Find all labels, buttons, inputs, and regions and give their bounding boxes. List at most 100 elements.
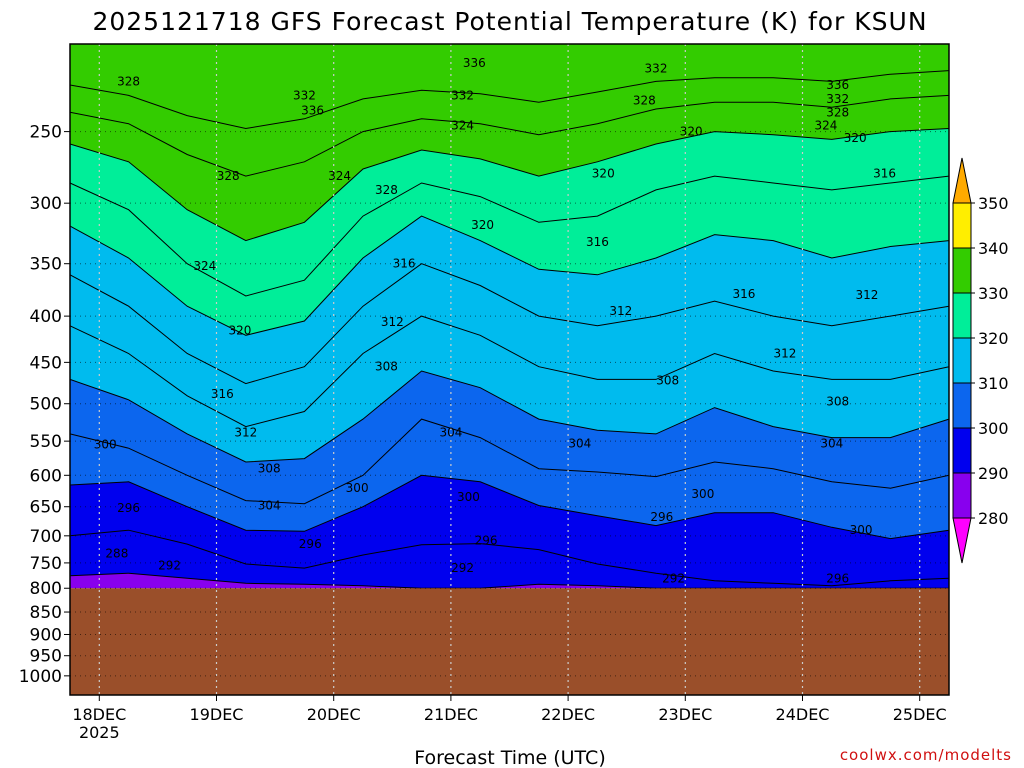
x-tick-label: 22DEC (541, 705, 595, 724)
contour-label: 316 (211, 387, 234, 401)
y-tick-label: 900 (30, 625, 62, 645)
contour-label: 304 (439, 425, 462, 439)
colorbar-label: 300 (978, 419, 1009, 438)
contour-label: 308 (258, 462, 281, 476)
colorbar-swatch (952, 247, 972, 294)
contour-label: 304 (568, 436, 591, 450)
colorbar-swatch (952, 202, 972, 249)
y-tick-label: 950 (30, 647, 62, 667)
contour-label: 312 (856, 288, 879, 302)
theta-band (70, 371, 949, 504)
colorbar-label: 320 (978, 329, 1009, 348)
ground-area (70, 588, 949, 695)
contour-label: 328 (117, 74, 140, 88)
contour-label: 296 (826, 571, 849, 585)
contour-label: 292 (158, 559, 181, 573)
contour-label: 300 (691, 487, 714, 501)
contour-label: 312 (381, 315, 404, 329)
y-tick-label: 800 (30, 579, 62, 599)
theta-band (70, 95, 949, 241)
isentrope-line (69, 572, 949, 589)
contour-label: 316 (586, 235, 609, 249)
contour-label: 320 (228, 324, 251, 338)
y-axis: 2503003504004505005506006507007508008509… (19, 123, 70, 687)
x-tick-label: 20DEC (307, 705, 361, 724)
x-tick-label: 18DEC (72, 705, 126, 724)
contour-label: 296 (299, 537, 322, 551)
contour-label: 328 (375, 183, 398, 197)
contour-label: 324 (328, 169, 351, 183)
theta-band (70, 216, 949, 384)
contour-label: 320 (471, 218, 494, 232)
theta-band (70, 70, 949, 177)
contour-label: 316 (732, 287, 755, 301)
contour-label: 328 (826, 105, 849, 119)
contour-label: 320 (592, 166, 615, 180)
contour-label: 308 (375, 360, 398, 374)
colorbar-swatch (952, 427, 972, 474)
colorbar-swatch (952, 292, 972, 339)
colorbar-label: 340 (978, 239, 1009, 258)
contour-label: 308 (656, 373, 679, 387)
y-tick-label: 600 (30, 466, 62, 486)
y-tick-label: 350 (30, 255, 62, 275)
theta-band (70, 475, 949, 586)
contour-label: 300 (346, 481, 369, 495)
contour-label: 332 (293, 88, 316, 102)
contour-label: 328 (217, 169, 240, 183)
contour-label: 292 (662, 571, 685, 585)
contour-label: 332 (451, 88, 474, 102)
contour-label: 312 (609, 304, 632, 318)
isentrope-line (69, 418, 950, 505)
contour-label: 304 (258, 499, 281, 513)
contour-label: 336 (826, 78, 849, 92)
contour-label: 312 (234, 425, 257, 439)
contour-label: 324 (814, 118, 837, 132)
y-tick-label: 700 (30, 527, 62, 547)
theta-band (70, 316, 949, 462)
credit-text: coolwx.com/modelts (840, 746, 1012, 764)
theta-band (70, 530, 949, 589)
contour-label: 308 (826, 394, 849, 408)
y-tick-label: 550 (30, 432, 62, 452)
contour-label: 296 (650, 510, 673, 524)
contour-label: 332 (826, 92, 849, 106)
colorbar-swatch (952, 337, 972, 384)
contour-label: 324 (193, 259, 216, 273)
colorbar: 280 290 300 310 320 330 340 350 (952, 157, 1009, 564)
contour-label: 288 (105, 546, 128, 560)
x-tick-label: 25DEC (893, 705, 947, 724)
contour-label: 320 (844, 131, 867, 145)
y-tick-label: 750 (30, 554, 62, 574)
y-tick-label: 450 (30, 353, 62, 373)
contour-label: 292 (451, 561, 474, 575)
colorbar-label: 290 (978, 464, 1009, 483)
y-tick-label: 850 (30, 603, 62, 623)
contour-label: 316 (393, 257, 416, 271)
colorbar-swatch (952, 382, 972, 429)
x-tick-label: 24DEC (776, 705, 830, 724)
colorbar-label: 310 (978, 374, 1009, 393)
theta-band (70, 419, 949, 539)
contour-label: 312 (773, 347, 796, 361)
theta-band (70, 128, 949, 296)
theta-band (70, 44, 949, 129)
y-tick-label: 250 (30, 123, 62, 143)
contour-label: 316 (873, 166, 896, 180)
plot-frame (69, 43, 950, 696)
colorbar-arrow-low (952, 517, 972, 564)
x-tick-sublabel: 2025 (79, 723, 120, 742)
x-tick-label: 23DEC (658, 705, 712, 724)
contour-label: 296 (117, 501, 140, 515)
contour-label: 296 (475, 533, 498, 547)
contour-label: 328 (633, 94, 656, 108)
contour-label: 332 (645, 62, 668, 76)
colorbar-label: 330 (978, 284, 1009, 303)
contour-label: 300 (94, 438, 117, 452)
theta-band (70, 176, 949, 336)
contour-label: 300 (850, 523, 873, 537)
chart-title: 2025121718 GFS Forecast Potential Temper… (92, 7, 927, 36)
